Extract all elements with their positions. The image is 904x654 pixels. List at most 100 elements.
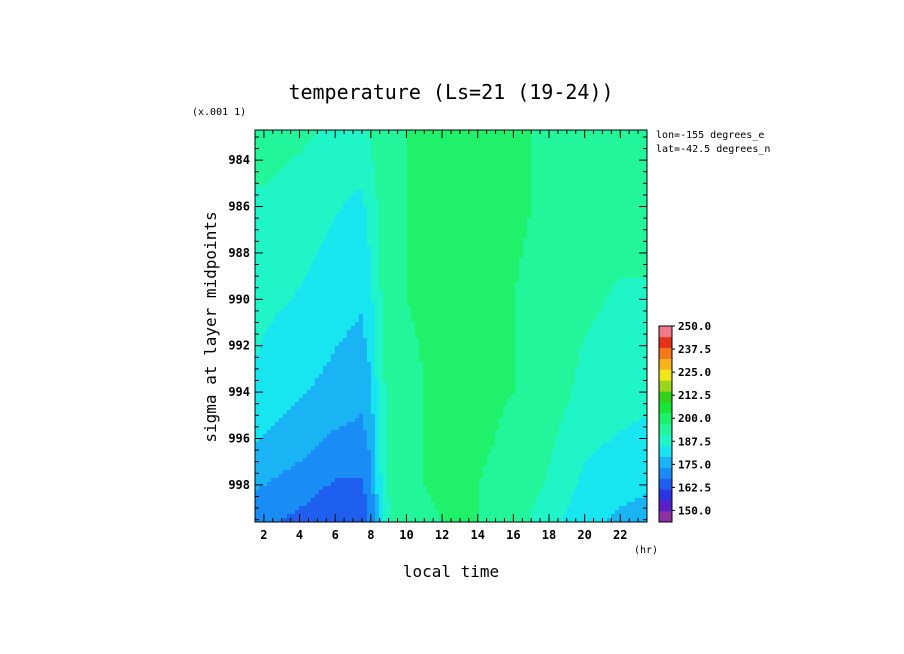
heatmap-cell bbox=[411, 154, 416, 159]
heatmap-cell bbox=[303, 254, 308, 259]
heatmap-cell bbox=[543, 174, 548, 179]
heatmap-cell bbox=[319, 278, 324, 283]
heatmap-cell bbox=[619, 142, 624, 147]
heatmap-cell bbox=[539, 270, 544, 275]
heatmap-cell bbox=[559, 198, 564, 203]
heatmap-cell bbox=[603, 326, 608, 331]
heatmap-cell bbox=[591, 318, 596, 323]
heatmap-cell bbox=[259, 170, 264, 175]
heatmap-cell bbox=[343, 246, 348, 251]
heatmap-cell bbox=[299, 234, 304, 239]
heatmap-cell bbox=[275, 290, 280, 295]
heatmap-cell bbox=[351, 142, 356, 147]
heatmap-cell bbox=[335, 258, 340, 263]
heatmap-cell bbox=[627, 214, 632, 219]
heatmap-cell bbox=[639, 198, 644, 203]
heatmap-cell bbox=[427, 210, 432, 215]
heatmap-cell bbox=[367, 282, 372, 287]
heatmap-cell bbox=[495, 210, 500, 215]
heatmap-cell bbox=[291, 190, 296, 195]
heatmap-cell bbox=[479, 186, 484, 191]
heatmap-cell bbox=[435, 242, 440, 247]
heatmap-cell bbox=[531, 326, 536, 331]
heatmap-cell bbox=[583, 270, 588, 275]
heatmap-cell bbox=[299, 266, 304, 271]
heatmap-cell bbox=[359, 130, 364, 135]
heatmap-cell bbox=[599, 302, 604, 307]
heatmap-cell bbox=[563, 146, 568, 151]
heatmap-cell bbox=[283, 186, 288, 191]
heatmap-cell bbox=[535, 254, 540, 259]
heatmap-cell bbox=[323, 202, 328, 207]
heatmap-cell bbox=[403, 170, 408, 175]
heatmap-cell bbox=[351, 262, 356, 267]
heatmap-cell bbox=[399, 254, 404, 259]
heatmap-cell bbox=[311, 142, 316, 147]
heatmap-cell bbox=[299, 202, 304, 207]
heatmap-cell bbox=[295, 238, 300, 243]
heatmap-cell bbox=[599, 182, 604, 187]
heatmap-cell bbox=[419, 282, 424, 287]
heatmap-cell bbox=[335, 278, 340, 283]
heatmap-cell bbox=[291, 306, 296, 311]
heatmap-cell bbox=[411, 290, 416, 295]
heatmap-cell bbox=[399, 206, 404, 211]
heatmap-cell bbox=[603, 294, 608, 299]
heatmap-cell bbox=[315, 206, 320, 211]
heatmap-cell bbox=[471, 214, 476, 219]
heatmap-cell bbox=[563, 306, 568, 311]
heatmap-cell bbox=[511, 230, 516, 235]
heatmap-cell bbox=[495, 254, 500, 259]
heatmap-cell bbox=[391, 266, 396, 271]
heatmap-cell bbox=[367, 286, 372, 291]
heatmap-cell bbox=[299, 218, 304, 223]
heatmap-cell bbox=[511, 286, 516, 291]
heatmap-cell bbox=[283, 142, 288, 147]
heatmap-cell bbox=[479, 306, 484, 311]
heatmap-cell bbox=[495, 282, 500, 287]
heatmap-cell bbox=[579, 302, 584, 307]
heatmap-cell bbox=[259, 226, 264, 231]
heatmap-cell bbox=[263, 226, 268, 231]
heatmap-cell bbox=[267, 330, 272, 335]
heatmap-cell bbox=[547, 306, 552, 311]
heatmap-cell bbox=[535, 158, 540, 163]
heatmap-cell bbox=[603, 130, 608, 135]
heatmap-cell bbox=[511, 302, 516, 307]
heatmap-cell bbox=[287, 310, 292, 315]
heatmap-cell bbox=[531, 190, 536, 195]
heatmap-cell bbox=[383, 222, 388, 227]
heatmap-cell bbox=[559, 330, 564, 335]
heatmap-cell bbox=[407, 326, 412, 331]
heatmap-cell bbox=[583, 310, 588, 315]
heatmap-cell bbox=[331, 178, 336, 183]
heatmap-cell bbox=[583, 294, 588, 299]
heatmap-cell bbox=[559, 270, 564, 275]
heatmap-cell bbox=[315, 250, 320, 255]
heatmap-cell bbox=[571, 298, 576, 303]
heatmap-cell bbox=[363, 302, 368, 307]
heatmap-cell bbox=[559, 138, 564, 143]
heatmap-cell bbox=[315, 302, 320, 307]
heatmap-cell bbox=[463, 182, 468, 187]
heatmap-cell bbox=[395, 274, 400, 279]
heatmap-cell bbox=[279, 234, 284, 239]
heatmap-cell bbox=[523, 250, 528, 255]
heatmap-cell bbox=[283, 218, 288, 223]
heatmap-cell bbox=[379, 182, 384, 187]
heatmap-cell bbox=[543, 278, 548, 283]
heatmap-cell bbox=[283, 242, 288, 247]
heatmap-cell bbox=[631, 162, 636, 167]
heatmap-cell bbox=[643, 190, 647, 195]
heatmap-cell bbox=[267, 206, 272, 211]
heatmap-cell bbox=[535, 286, 540, 291]
heatmap-cell bbox=[299, 298, 304, 303]
heatmap-cell bbox=[499, 210, 504, 215]
heatmap-cell bbox=[383, 246, 388, 251]
heatmap-cell bbox=[475, 270, 480, 275]
heatmap-cell bbox=[391, 206, 396, 211]
heatmap-cell bbox=[631, 262, 636, 267]
heatmap-cell bbox=[391, 154, 396, 159]
heatmap-cell bbox=[535, 214, 540, 219]
heatmap-cell bbox=[355, 234, 360, 239]
